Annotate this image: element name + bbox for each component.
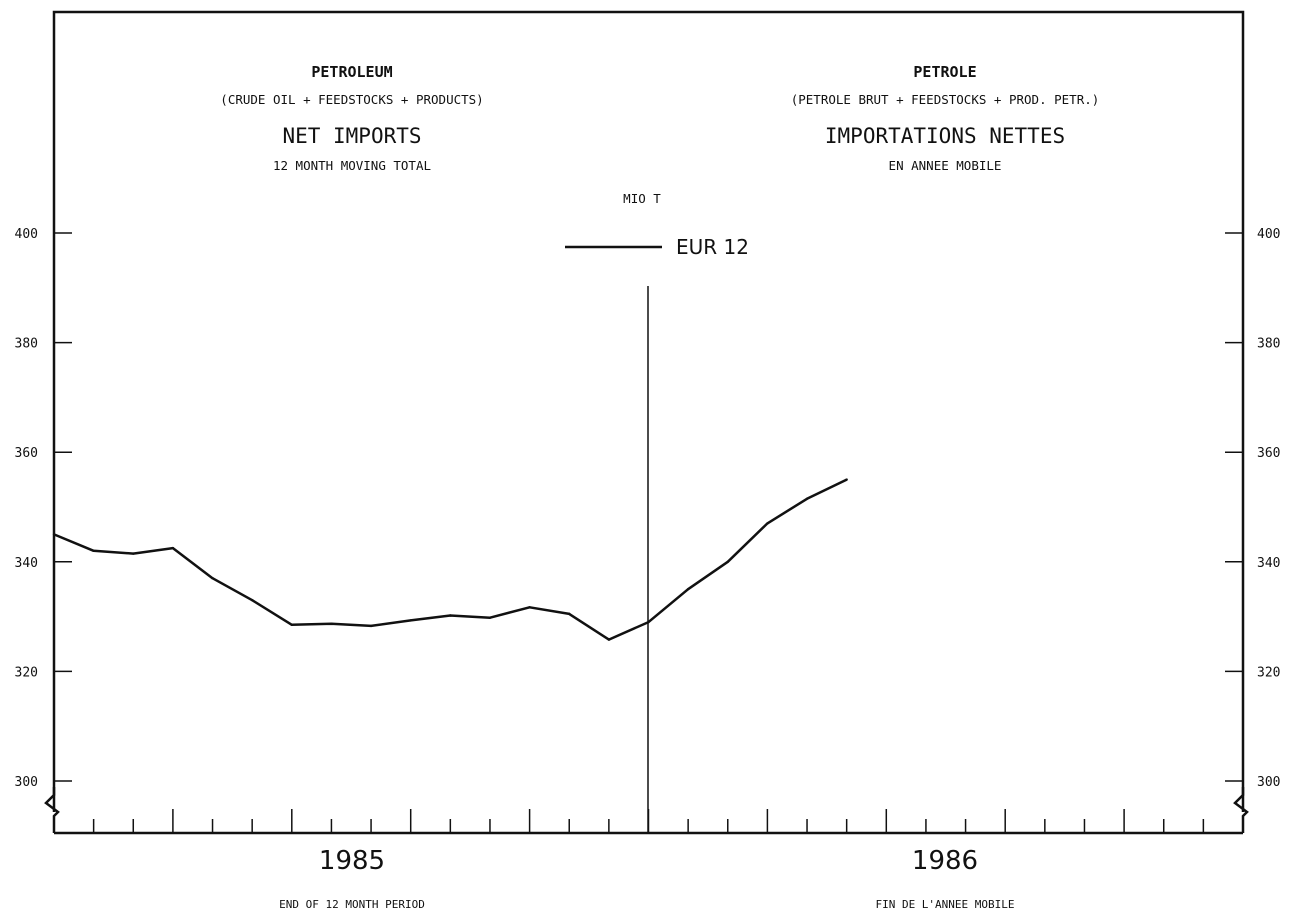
data-point-1985-12 [726, 560, 729, 563]
plot-frame [52, 10, 1245, 812]
footer-en: END OF 12 MONTH PERIOD [279, 898, 425, 911]
axis-break-left [44, 787, 60, 833]
scope-en: (CRUDE OIL + FEEDSTOCKS + PRODUCTS) [220, 92, 483, 107]
scope-fr: (PETROLE BRUT + FEEDSTOCKS + PROD. PETR.… [791, 92, 1100, 107]
data-point-1986-02 [805, 497, 809, 500]
y-tick-label-right-320: 320 [1257, 665, 1280, 680]
basis-en: 12 MONTH MOVING TOTAL [273, 158, 431, 173]
subject-en: PETROLEUM [311, 63, 392, 81]
y-tick-label-left-300: 300 [15, 775, 38, 790]
data-point-1985-05 [449, 614, 452, 617]
data-point-1985-11 [686, 588, 690, 591]
data-point-1985-06 [488, 616, 492, 619]
data-point-1984-10 [171, 546, 175, 550]
unit-label: MIO T [623, 191, 661, 206]
data-point-1984-11 [211, 577, 214, 580]
data-point-1984-08 [92, 549, 95, 553]
subject-fr: PETROLE [913, 63, 976, 81]
data-point-1986-03 [845, 478, 848, 481]
data-point-1985-03 [369, 624, 373, 628]
y-tick-label-left-400: 400 [15, 227, 38, 242]
y-tick-label-right-340: 340 [1257, 556, 1280, 571]
y-tick-label-left-340: 340 [15, 556, 38, 571]
data-point-1985-08 [568, 612, 571, 616]
y-tick-label-right-380: 380 [1257, 337, 1280, 352]
y-tick-label-left-360: 360 [15, 446, 38, 461]
data-point-1984-12 [250, 598, 254, 602]
data-point-1985-04 [409, 619, 412, 622]
measure-en: NET IMPORTS [282, 124, 421, 148]
data-point-1986-01 [766, 522, 769, 525]
data-point-1985-10 [647, 620, 650, 624]
legend-label-eur12: EUR 12 [676, 235, 749, 259]
x-axis-ticks [92, 809, 1205, 833]
basis-fr: EN ANNEE MOBILE [889, 158, 1002, 173]
axis-break-right [1233, 787, 1249, 833]
footer-fr: FIN DE L'ANNEE MOBILE [875, 898, 1014, 911]
data-point-1984-09 [132, 552, 135, 555]
data-point-1985-09 [607, 638, 611, 641]
year-label-1985: 1985 [319, 846, 385, 876]
y-tick-label-right-360: 360 [1257, 446, 1280, 461]
data-point-1985-02 [330, 622, 333, 625]
y-tick-label-right-400: 400 [1257, 227, 1280, 242]
data-point-1985-07 [528, 606, 531, 609]
measure-fr: IMPORTATIONS NETTES [825, 124, 1065, 148]
year-label-1986: 1986 [912, 846, 978, 876]
y-tick-label-left-380: 380 [15, 337, 38, 352]
data-point-1985-01 [290, 623, 293, 627]
y-axis-ticks: 300 300 320 320 340 340 360 360 380 380 400 400 [15, 227, 1281, 790]
data-point-1984-07 [52, 533, 56, 536]
series-layer [52, 478, 848, 641]
y-tick-label-right-300: 300 [1257, 775, 1280, 790]
y-tick-label-left-320: 320 [15, 665, 38, 680]
